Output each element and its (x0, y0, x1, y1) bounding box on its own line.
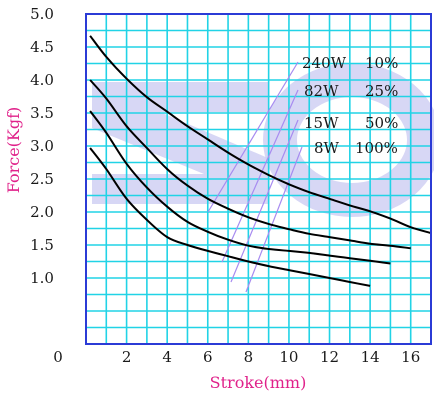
plot-frame (85, 13, 432, 345)
curve-series (89, 35, 432, 235)
annotation-leader (245, 146, 303, 293)
curve-annotations: 240W 10% 82W 25% 15W 50% 8W 100% (302, 54, 398, 157)
y-tick-label: 1.0 (30, 269, 54, 287)
annotation-duty: 50% (365, 114, 398, 132)
y-tick-label: 3.5 (30, 104, 54, 122)
x-tick-label: 16 (401, 348, 420, 366)
x-tick-label: 14 (361, 348, 380, 366)
y-axis-title: Force(Kgf) (4, 107, 23, 194)
x-tick-labels: 0 2 4 6 8 10 12 14 16 (53, 348, 420, 366)
annotation-leader (207, 61, 299, 213)
curves (89, 35, 432, 287)
y-tick-label: 4.0 (30, 71, 54, 89)
x-tick-label: 8 (244, 348, 254, 366)
curve-series (89, 79, 411, 250)
y-tick-label: 2.5 (30, 170, 54, 188)
annotation-power: 15W (304, 114, 339, 132)
y-tick-labels: 1.0 1.5 2.0 2.5 3.0 3.5 4.0 4.5 5.0 (30, 5, 54, 287)
watermark-shape-right (263, 63, 434, 217)
plot-border (85, 13, 432, 345)
annotation-leader (230, 119, 299, 283)
annotation-duty: 25% (365, 82, 398, 100)
y-tick-label: 5.0 (30, 5, 54, 23)
x-tick-label: 4 (162, 348, 172, 366)
annotation-duty: 10% (365, 54, 398, 72)
y-tick-label: 3.0 (30, 137, 54, 155)
annotation-leader-lines (207, 61, 303, 293)
annotation-leader (221, 89, 299, 263)
annotation-power: 82W (304, 82, 339, 100)
y-tick-label: 2.0 (30, 203, 54, 221)
curve-series (89, 147, 371, 287)
curve-series (89, 110, 391, 265)
x-tick-label: 0 (53, 348, 63, 366)
x-tick-label: 2 (122, 348, 132, 366)
y-tick-label: 4.5 (30, 38, 54, 56)
annotation-power: 240W (302, 54, 347, 72)
annotation-power: 8W (314, 139, 340, 157)
x-tick-label: 10 (279, 348, 298, 366)
x-axis-title: Stroke(mm) (210, 373, 307, 392)
x-tick-label: 12 (320, 348, 339, 366)
annotation-duty: 100% (355, 139, 398, 157)
y-tick-label: 1.5 (30, 236, 54, 254)
grid (86, 14, 431, 344)
x-tick-label: 6 (203, 348, 213, 366)
